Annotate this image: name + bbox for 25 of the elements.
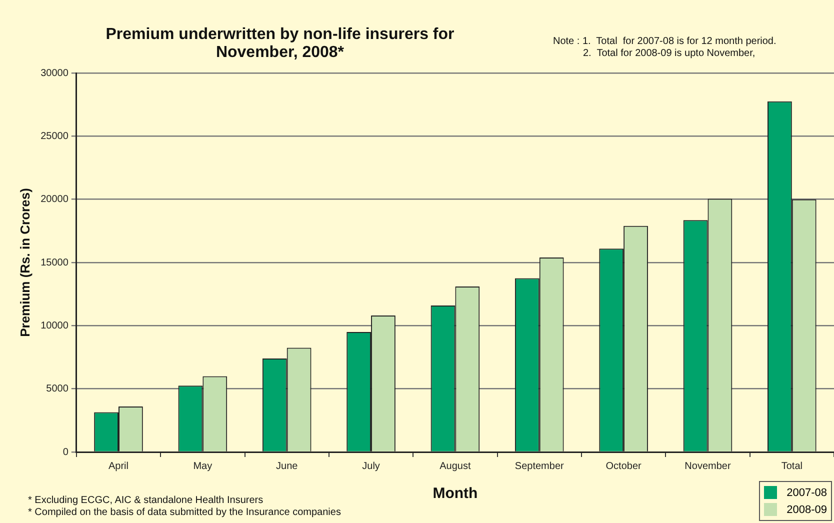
- y-axis-title: Premium (Rs. in Crores): [17, 188, 32, 337]
- x-tick-label: May: [193, 460, 212, 472]
- y-tick-label: 25000: [40, 130, 69, 142]
- x-tick-label: August: [440, 460, 471, 472]
- legend-label: 2007-08: [786, 486, 827, 498]
- y-tick-label: 30000: [40, 68, 69, 79]
- text: * Compiled on the basis of data submitted by the Insurance companies: [28, 507, 341, 518]
- x-tick-label: November: [684, 460, 732, 472]
- x-tick-label: July: [362, 460, 380, 472]
- y-tick-label: 5000: [46, 384, 69, 395]
- text: 2. Total for 2008-09 is upto November,: [583, 48, 756, 59]
- x-axis-title: Month: [432, 485, 478, 502]
- x-tick-label: Total: [781, 460, 802, 472]
- y-tick-label: 20000: [40, 194, 69, 206]
- legend-label: 2008-09: [786, 504, 827, 516]
- y-tick-label: 15000: [40, 257, 69, 268]
- x-tick-label: September: [514, 460, 565, 472]
- text: Note : 1. Total for 2007-08 is for 12 month period.: [553, 36, 776, 47]
- y-tick-label: 10000: [40, 320, 69, 332]
- x-tick-label: June: [276, 460, 298, 472]
- y-tick-label: 0: [62, 446, 69, 458]
- text: * Excluding ECGC, AIC & standalone Health Insurers: [28, 495, 264, 506]
- chart-title: Premium underwritten by non-life insurers for November, 2008*: [104, 26, 456, 62]
- x-tick-label: October: [606, 460, 642, 472]
- x-tick-label: April: [108, 460, 129, 472]
